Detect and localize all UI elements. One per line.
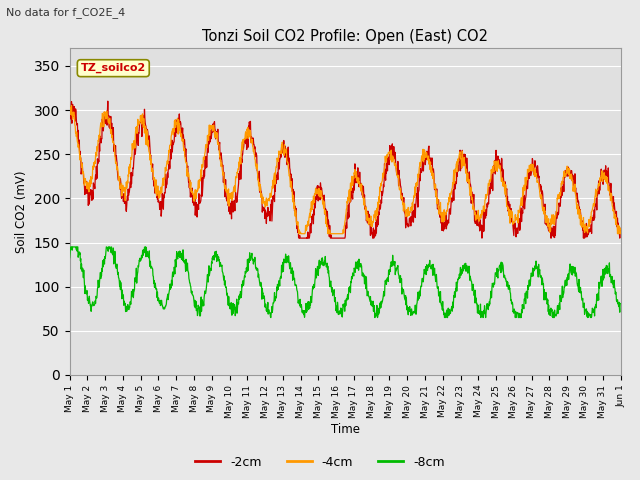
Title: Tonzi Soil CO2 Profile: Open (East) CO2: Tonzi Soil CO2 Profile: Open (East) CO2: [202, 29, 488, 45]
Text: TZ_soilco2: TZ_soilco2: [81, 63, 146, 73]
Legend: -2cm, -4cm, -8cm: -2cm, -4cm, -8cm: [190, 451, 450, 474]
Text: No data for f_CO2E_4: No data for f_CO2E_4: [6, 7, 125, 18]
X-axis label: Time: Time: [331, 423, 360, 436]
Y-axis label: Soil CO2 (mV): Soil CO2 (mV): [15, 170, 28, 253]
